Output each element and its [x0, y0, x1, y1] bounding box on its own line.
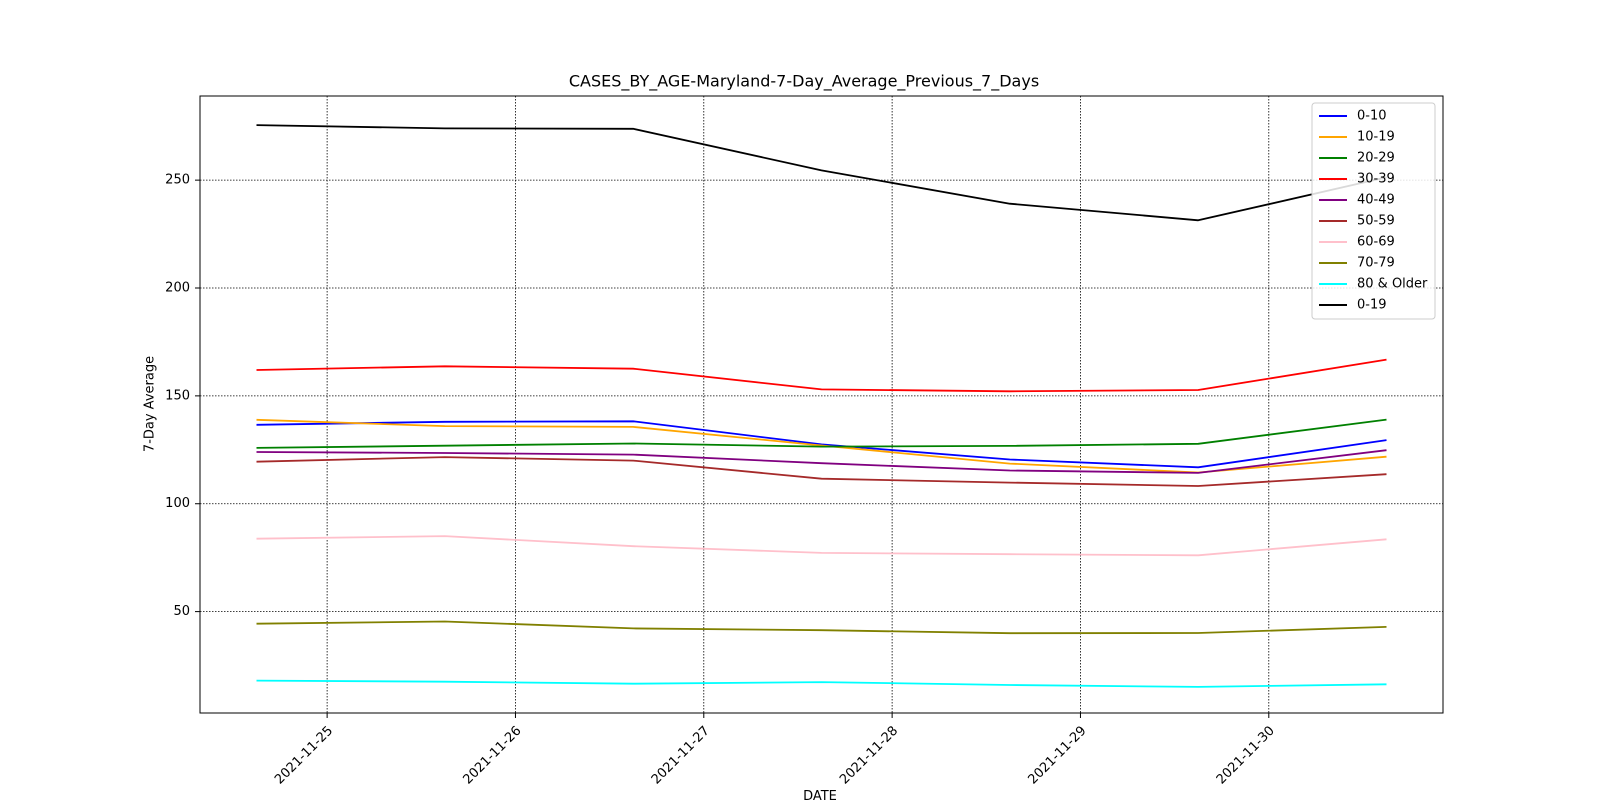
series-line-40-49: [256, 449, 1387, 474]
x-tick-label: 2021-11-30: [1214, 723, 1278, 787]
x-axis-ticks: 2021-11-25 2021-11-26 2021-11-27 2021-11-28…: [272, 713, 1278, 787]
legend-label-0-19: 0-19: [1357, 298, 1387, 313]
y-tick-label: 250: [165, 173, 190, 188]
legend-label-20-29: 20-29: [1357, 151, 1395, 166]
y-tick-label: 100: [165, 496, 190, 511]
series-line-70-79: [256, 620, 1387, 635]
x-tick-label: 2021-11-28: [837, 723, 901, 787]
legend-label-0-10: 0-10: [1357, 109, 1387, 124]
series-line-0-19: [256, 124, 1387, 222]
y-axis-ticks: 50 100 150 200 250: [165, 173, 200, 619]
legend-label-40-49: 40-49: [1357, 193, 1395, 208]
x-axis-label: DATE: [803, 789, 837, 800]
series-line-80-older: [256, 679, 1387, 688]
y-tick-label: 50: [173, 604, 190, 619]
x-tick-label: 2021-11-29: [1025, 723, 1089, 787]
legend-label-70-79: 70-79: [1357, 256, 1395, 271]
y-tick-label: 150: [165, 388, 190, 403]
x-tick-label: 2021-11-26: [460, 723, 524, 787]
legend-label-50-59: 50-59: [1357, 214, 1395, 229]
y-axis-label: 7-Day Average: [143, 356, 158, 452]
y-tick-label: 200: [165, 281, 190, 296]
series-line-0-10: [256, 420, 1387, 469]
series-line-50-59: [256, 456, 1387, 487]
series-line-30-39: [256, 358, 1387, 393]
legend-label-60-69: 60-69: [1357, 235, 1395, 250]
series-line-20-29: [256, 418, 1387, 449]
legend-label-30-39: 30-39: [1357, 172, 1395, 187]
grid-lines: [200, 96, 1443, 713]
x-tick-label: 2021-11-27: [649, 723, 713, 787]
legend-label-10-19: 10-19: [1357, 130, 1395, 145]
legend-label-80-older: 80 & Older: [1357, 277, 1428, 292]
series-line-60-69: [256, 535, 1387, 557]
legend: 0-10 10-19 20-29 30-39 40-49 50-59 60-69 70-79 8…: [1311, 102, 1436, 320]
plot-area-frame: [199, 95, 1444, 714]
series-lines: [256, 124, 1387, 688]
x-tick-label: 2021-11-25: [272, 723, 336, 787]
chart-title: CASES_BY_AGE-Maryland-7-Day_Average_Prev…: [569, 72, 1039, 92]
